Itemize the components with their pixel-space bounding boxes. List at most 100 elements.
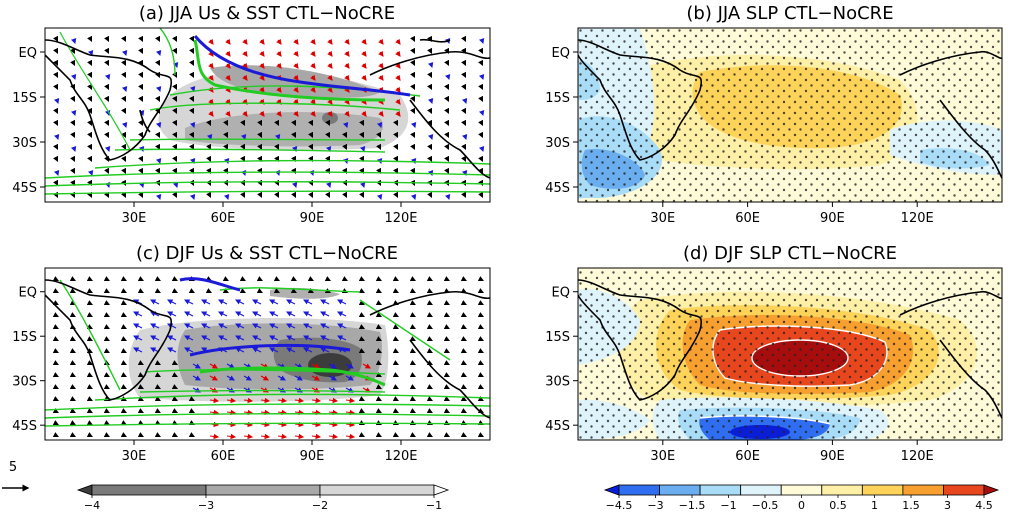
wind-vector (409, 384, 416, 389)
lat-tick-label: 45S (12, 181, 37, 196)
wind-vector (70, 109, 77, 117)
wind-vector (189, 95, 194, 102)
wind-vector (121, 85, 128, 93)
wind-vector (477, 360, 484, 365)
wind-vector (121, 95, 126, 102)
lat-tick-label: 45S (545, 181, 570, 196)
wind-vector (375, 372, 382, 377)
panel-d-title: (d) DJF SLP CTL−NoCRE (683, 243, 897, 264)
wind-vector (345, 375, 354, 381)
wind-vector (477, 396, 484, 401)
wind-vector (120, 396, 127, 401)
lon-tick-label: 90E (300, 211, 325, 226)
wind-vector (192, 375, 201, 381)
wind-vector (120, 336, 127, 341)
wind-vector (443, 312, 450, 317)
wind-vector (427, 143, 432, 150)
wind-vector (121, 59, 126, 66)
wind-vector (225, 110, 231, 117)
wind-vector (477, 384, 484, 389)
wind-vector (303, 299, 313, 305)
wind-vector (291, 191, 296, 198)
wind-vector (103, 396, 110, 401)
wind-vector (307, 288, 314, 293)
wind-vector (358, 420, 365, 425)
wind-vector (154, 372, 161, 377)
wind-vector (120, 408, 127, 413)
wind-vector (311, 433, 322, 440)
wind-vector (86, 300, 93, 305)
wind-vector (320, 347, 330, 353)
wind-vector (103, 300, 110, 305)
lat-tick-label: 30S (12, 136, 37, 151)
wind-vector (242, 38, 248, 45)
wind-vector (226, 433, 237, 440)
wind-vector (53, 35, 58, 42)
wind-vector (87, 191, 92, 198)
wind-vector (361, 38, 367, 45)
wind-vector (460, 372, 467, 377)
wind-vector (345, 397, 356, 404)
lon-tick-label: 90E (300, 449, 325, 464)
wind-vector (120, 372, 127, 377)
wind-vector (276, 86, 282, 93)
wind-vector (410, 71, 415, 78)
wind-vector (375, 360, 382, 365)
wind-vector (155, 49, 162, 57)
wind-vector (410, 193, 417, 201)
sst-contours-c (45, 279, 490, 427)
wind-vector (172, 191, 177, 198)
wind-vector (460, 384, 467, 389)
wind-vector (242, 74, 248, 81)
wind-vector (443, 432, 450, 437)
wind-vector (150, 311, 160, 317)
wind-vector (443, 300, 450, 305)
wind-vector (345, 409, 356, 416)
wind-vector (172, 119, 177, 126)
wind-vectors-c (52, 276, 484, 440)
wind-vector (235, 323, 245, 329)
wind-vector (410, 59, 415, 66)
wind-vector (342, 121, 349, 129)
wind-vector (342, 143, 347, 150)
wind-vector (392, 384, 399, 389)
wind-vector (426, 396, 433, 401)
wind-vector (260, 421, 271, 428)
wind-vector (243, 433, 254, 440)
wind-vector (478, 131, 483, 138)
wind-vector (87, 143, 92, 150)
wind-vector (358, 276, 365, 281)
wind-vector (70, 59, 75, 66)
wind-vector (478, 73, 485, 81)
wind-vector (276, 110, 282, 117)
wind-vector (426, 408, 433, 413)
wind-vector (461, 59, 466, 66)
wind-vector (328, 433, 339, 440)
wind-vector (206, 155, 211, 162)
wind-vector (226, 375, 235, 381)
wind-vector (410, 47, 415, 54)
wind-vector (443, 276, 450, 281)
wind-vector (209, 397, 220, 404)
wind-vector (239, 288, 246, 293)
wind-vector (337, 299, 347, 305)
wind-vector (286, 347, 296, 353)
wind-vector (477, 324, 484, 329)
wind-vector (461, 155, 466, 162)
lon-tick-label: 30E (122, 211, 147, 226)
wind-vector (189, 59, 194, 66)
wind-vector (260, 409, 271, 416)
wind-vector (138, 71, 143, 78)
wind-vector (259, 38, 265, 45)
wind-vector (240, 191, 245, 198)
wind-vector (167, 311, 177, 317)
wind-vector (218, 323, 228, 329)
wind-vector (269, 347, 279, 353)
wind-vector (52, 300, 59, 305)
wind-vector (328, 397, 339, 404)
wind-vector (137, 408, 144, 413)
wind-vector (226, 397, 237, 404)
wind-vector (276, 62, 282, 69)
wind-vector (461, 83, 466, 90)
wind-vector (86, 288, 93, 293)
